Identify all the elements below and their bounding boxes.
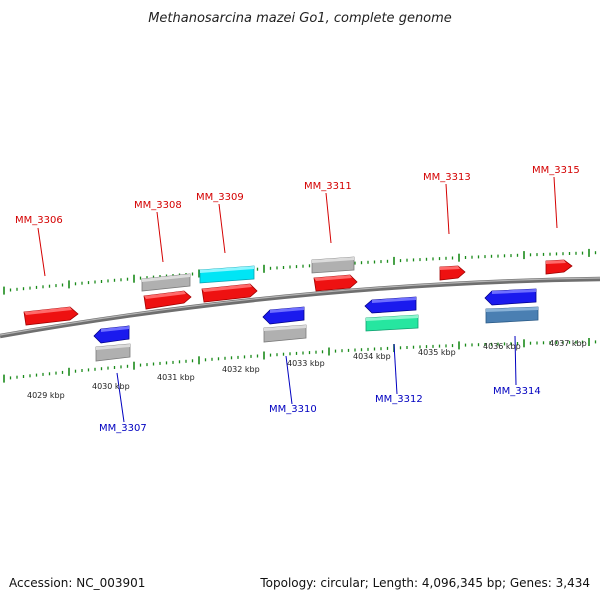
leader-mm-3312 [393, 343, 398, 395]
genome-summary-text: Topology: circular; Length: 4,096,345 bp… [259, 576, 590, 590]
leader-mm-3307 [116, 372, 125, 423]
reverse-feature-mm-3312-green[interactable] [365, 314, 419, 332]
gene-label-mm-3311[interactable]: MM_3311 [304, 181, 352, 192]
leader-mm-3310 [285, 355, 293, 405]
forward-feature-mm-3315[interactable] [545, 259, 573, 275]
gene-label-mm-3309[interactable]: MM_3309 [196, 192, 244, 203]
ruler-label-4032: 4032 kbp [222, 365, 260, 374]
gene-label-mm-3315[interactable]: MM_3315 [532, 165, 580, 176]
ruler-label-4031: 4031 kbp [157, 373, 195, 382]
ruler-label-4033: 4033 kbp [287, 359, 325, 368]
leader-mm-3313 [445, 183, 450, 235]
ruler-label-4030: 4030 kbp [92, 382, 130, 391]
ruler-label-4036: 4036 kbp [483, 342, 521, 351]
forward-feature-mm-3313[interactable] [439, 265, 466, 281]
map-title: Methanosarcina mazei Go1, complete genom… [148, 11, 452, 26]
genome-backbone-highlight [0, 277, 600, 336]
reverse-feature-mm-3310-gray[interactable] [263, 324, 307, 343]
leader-mm-3311 [325, 192, 332, 244]
forward-feature-mm-3308-gray[interactable] [141, 273, 191, 292]
leader-mm-3314 [514, 335, 517, 386]
ruler-label-4034: 4034 kbp [353, 352, 391, 361]
reverse-leader-lines [116, 335, 517, 423]
reverse-feature-mm-3307-gray[interactable] [95, 343, 131, 362]
forward-feature-mm-3309[interactable] [201, 283, 258, 303]
reverse-tick-track [3, 338, 597, 383]
forward-feature-mm-3308[interactable] [143, 290, 192, 310]
forward-leader-lines [37, 176, 558, 277]
reverse-feature-mm-3314-steel[interactable] [485, 306, 539, 324]
genome-backbone [0, 276, 600, 339]
gene-label-mm-3308[interactable]: MM_3308 [134, 200, 182, 211]
forward-tick-track [3, 248, 597, 295]
forward-feature-mm-3309-cyan[interactable] [199, 265, 255, 284]
ruler-label-4037: 4037 kbp [549, 339, 587, 348]
gene-label-mm-3310[interactable]: MM_3310 [269, 404, 317, 415]
leader-mm-3309 [218, 203, 226, 254]
gene-label-mm-3313[interactable]: MM_3313 [423, 172, 471, 183]
reverse-feature-mm-3307[interactable] [93, 325, 130, 344]
accession-text: Accession: NC_003901 [9, 576, 145, 590]
reverse-feature-mm-3314[interactable] [484, 288, 537, 306]
forward-feature-mm-3306[interactable] [23, 306, 79, 326]
reverse-feature-mm-3312[interactable] [364, 296, 417, 314]
reverse-feature-mm-3310[interactable] [262, 306, 305, 325]
gene-label-mm-3307[interactable]: MM_3307 [99, 423, 147, 434]
gene-label-mm-3306[interactable]: MM_3306 [15, 215, 63, 226]
forward-feature-mm-3311[interactable] [313, 274, 358, 292]
forward-feature-mm-3311-gray[interactable] [311, 256, 355, 274]
ruler-label-4029: 4029 kbp [27, 391, 65, 400]
leader-mm-3308 [156, 211, 164, 263]
gene-label-mm-3312[interactable]: MM_3312 [375, 394, 423, 405]
leader-mm-3315 [553, 176, 558, 229]
gene-label-mm-3314[interactable]: MM_3314 [493, 386, 541, 397]
ruler-label-4035: 4035 kbp [418, 348, 456, 357]
leader-mm-3306 [37, 227, 46, 277]
